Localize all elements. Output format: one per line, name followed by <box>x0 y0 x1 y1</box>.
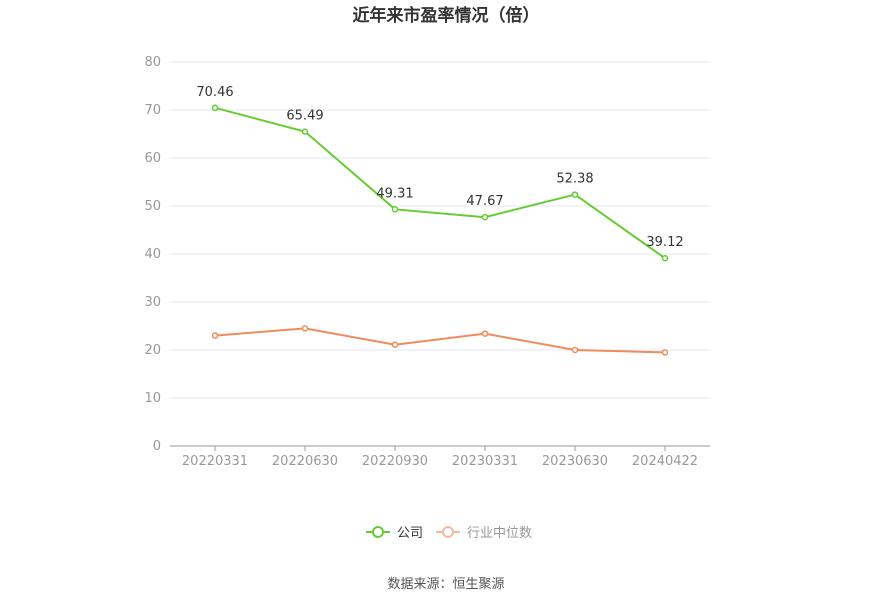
data-point[interactable] <box>211 332 219 339</box>
data-point[interactable] <box>391 206 399 213</box>
legend[interactable]: 公司 行业中位数 <box>366 526 532 541</box>
x-tick-label: 20220630 <box>272 454 338 469</box>
y-tick-label: 60 <box>144 151 161 166</box>
data-label: 52.38 <box>556 172 593 187</box>
data-point[interactable] <box>661 349 669 356</box>
y-tick-label: 80 <box>144 55 161 70</box>
data-label: 39.12 <box>646 235 683 250</box>
y-tick-label: 30 <box>144 295 161 310</box>
series-line-industry-median <box>214 327 666 354</box>
series-line-company <box>214 106 666 260</box>
x-axis: 20220331 20220630 20220930 20230331 20230630… <box>170 445 710 469</box>
y-tick-label: 70 <box>144 103 161 118</box>
data-label: 65.49 <box>286 109 323 124</box>
data-label: 47.67 <box>466 194 503 209</box>
grid-lines <box>170 61 710 399</box>
data-label: 70.46 <box>196 85 233 100</box>
x-tick-label: 20230630 <box>542 454 608 469</box>
legend-label[interactable]: 行业中位数 <box>467 526 532 541</box>
data-point[interactable] <box>661 254 669 262</box>
data-point[interactable] <box>481 213 489 221</box>
data-point[interactable] <box>571 346 579 354</box>
data-point[interactable] <box>481 330 489 337</box>
y-tick-label: 40 <box>144 247 161 262</box>
legend-marker <box>372 526 384 538</box>
y-axis: 0 10 20 30 40 50 60 70 80 <box>144 55 161 454</box>
data-source: 数据来源：恒生聚源 <box>387 577 504 592</box>
series-group: 70.46 65.49 49.31 47.67 52.38 39.12 <box>196 85 684 356</box>
y-tick-label: 50 <box>144 199 161 214</box>
chart-title: 近年来市盈率情况（倍） <box>353 5 540 26</box>
x-tick-label: 20240422 <box>632 454 698 469</box>
x-tick-label: 20220930 <box>362 454 428 469</box>
x-tick-label: 20230331 <box>452 454 518 469</box>
data-point[interactable] <box>391 341 399 348</box>
y-tick-label: 20 <box>144 343 161 358</box>
data-point[interactable] <box>571 191 579 198</box>
x-tick-label: 20220331 <box>182 454 248 469</box>
data-point[interactable] <box>301 128 309 135</box>
data-point[interactable] <box>211 104 219 112</box>
legend-marker <box>442 526 454 538</box>
y-tick-label: 0 <box>153 439 161 454</box>
data-label: 49.31 <box>376 186 413 201</box>
legend-label[interactable]: 公司 <box>397 526 423 541</box>
data-point[interactable] <box>301 325 309 332</box>
y-tick-label: 10 <box>144 391 161 406</box>
